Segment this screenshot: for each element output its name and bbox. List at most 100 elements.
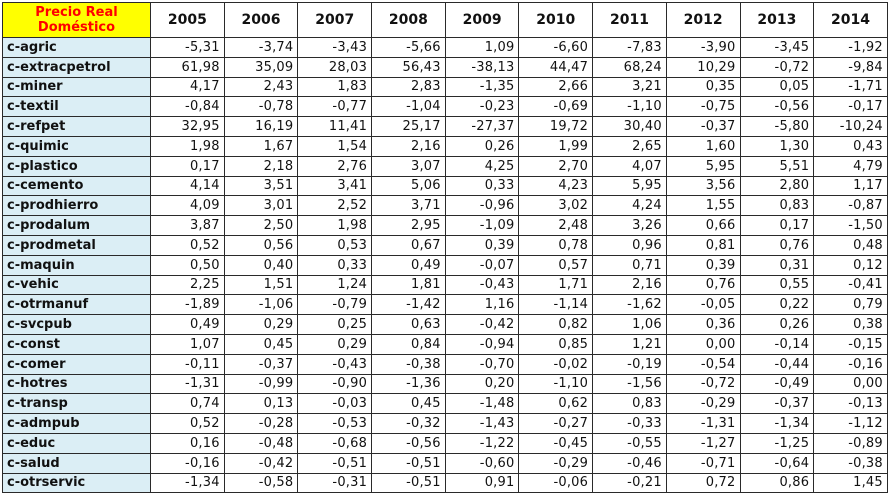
value-cell: -10,24 xyxy=(813,116,888,137)
value-cell: -0,58 xyxy=(223,472,299,493)
value-cell: -0,99 xyxy=(223,373,299,395)
value-cell: 0,83 xyxy=(592,393,667,415)
value-cell: 0,76 xyxy=(739,234,815,256)
row-label: c-admpub xyxy=(2,413,151,434)
value-cell: 0,36 xyxy=(665,314,741,335)
value-cell: 0,17 xyxy=(150,155,225,177)
year-header: 2013 xyxy=(739,2,815,38)
row-label: c-vehic xyxy=(2,274,151,296)
year-header: 2010 xyxy=(518,2,594,38)
year-header: 2014 xyxy=(813,2,888,38)
table-row: c-educ 0,16 -0,48 -0,68 -0,56 -1,22 -0,45 -0,55… xyxy=(2,432,888,454)
table-row: c-maquin 0,50 0,40 0,33 0,49 -0,07 0,57 0,71 0,3… xyxy=(2,254,888,276)
value-cell: -0,07 xyxy=(444,254,520,276)
value-cell: -0,28 xyxy=(223,413,299,434)
value-cell: 0,31 xyxy=(739,254,815,276)
value-cell: 0,74 xyxy=(150,393,225,415)
value-cell: 2,50 xyxy=(223,215,299,236)
value-cell: 32,95 xyxy=(150,116,225,137)
value-cell: 16,19 xyxy=(223,116,299,137)
value-cell: 0,81 xyxy=(665,234,741,256)
value-cell: 3,07 xyxy=(371,155,446,177)
row-label: c-miner xyxy=(2,76,151,98)
table-row: c-prodhierro 4,09 3,01 2,52 3,71 -0,96 3,02 4,2… xyxy=(2,195,888,217)
value-cell: -0,37 xyxy=(665,116,741,137)
value-cell: -0,43 xyxy=(297,353,373,375)
value-cell: 2,52 xyxy=(297,195,373,217)
value-cell: -1,14 xyxy=(518,294,594,316)
value-cell: -0,89 xyxy=(813,432,888,454)
year-header: 2008 xyxy=(371,2,446,38)
value-cell: 10,29 xyxy=(665,56,741,78)
value-cell: -0,11 xyxy=(150,353,225,375)
value-cell: 2,25 xyxy=(150,274,225,296)
value-cell: 0,38 xyxy=(813,314,888,335)
value-cell: 0,40 xyxy=(223,254,299,276)
value-cell: -1,27 xyxy=(665,432,741,454)
value-cell: 1,21 xyxy=(592,333,667,355)
value-cell: 5,95 xyxy=(665,155,741,177)
value-cell: -0,56 xyxy=(371,432,446,454)
value-cell: -0,42 xyxy=(444,314,520,335)
value-cell: 0,35 xyxy=(665,76,741,98)
table-row: c-prodmetal 0,52 0,56 0,53 0,67 0,39 0,78 0,96 0… xyxy=(2,234,888,256)
row-label: c-maquin xyxy=(2,254,151,276)
value-cell: -0,78 xyxy=(223,96,299,118)
table-row: c-otrservic -1,34 -0,58 -0,31 -0,51 0,91 -0,06… xyxy=(2,472,888,493)
value-cell: 3,01 xyxy=(223,195,299,217)
value-cell: -3,43 xyxy=(297,37,373,58)
table-body: c-agric -5,31 -3,74 -3,43 -5,66 1,09 -6,60 -7,8… xyxy=(2,37,888,493)
table-row: c-prodalum 3,87 2,50 1,98 2,95 -1,09 2,48 3,26 0… xyxy=(2,215,888,236)
table-row: c-extracpetrol 61,98 35,09 28,03 56,43 -38,13… xyxy=(2,56,888,78)
row-label: c-otrservic xyxy=(2,472,151,493)
value-cell: 0,29 xyxy=(297,333,373,355)
value-cell: -0,55 xyxy=(592,432,667,454)
value-cell: 2,76 xyxy=(297,155,373,177)
value-cell: 0,39 xyxy=(665,254,741,276)
value-cell: -0,64 xyxy=(739,452,815,474)
header-row: Precio Real Doméstico 2005 2006 2007 2008 20… xyxy=(2,2,888,38)
value-cell: 19,72 xyxy=(518,116,594,137)
value-cell: -0,21 xyxy=(592,472,667,493)
value-cell: -0,06 xyxy=(518,472,594,493)
value-cell: 1,51 xyxy=(223,274,299,296)
value-cell: -1,42 xyxy=(371,294,446,316)
value-cell: -9,84 xyxy=(813,56,888,78)
value-cell: -1,22 xyxy=(444,432,520,454)
value-cell: -0,72 xyxy=(739,56,815,78)
value-cell: 1,98 xyxy=(150,135,225,157)
value-cell: -3,90 xyxy=(665,37,741,58)
value-cell: -1,36 xyxy=(371,373,446,395)
value-cell: -0,37 xyxy=(739,393,815,415)
value-cell: 0,13 xyxy=(223,393,299,415)
year-header: 2012 xyxy=(665,2,741,38)
value-cell: -0,71 xyxy=(665,452,741,474)
value-cell: -0,38 xyxy=(813,452,888,474)
value-cell: 35,09 xyxy=(223,56,299,78)
year-header: 2005 xyxy=(150,2,225,38)
value-cell: 5,95 xyxy=(592,175,667,197)
value-cell: 1,71 xyxy=(518,274,594,296)
value-cell: -0,38 xyxy=(371,353,446,375)
value-cell: 1,54 xyxy=(297,135,373,157)
value-cell: -0,05 xyxy=(665,294,741,316)
year-header: 2006 xyxy=(223,2,299,38)
value-cell: -0,51 xyxy=(371,452,446,474)
value-cell: 0,00 xyxy=(665,333,741,355)
value-cell: 2,48 xyxy=(518,215,594,236)
row-label: c-hotres xyxy=(2,373,151,395)
value-cell: -5,31 xyxy=(150,37,225,58)
value-cell: -1,50 xyxy=(813,215,888,236)
value-cell: -0,53 xyxy=(297,413,373,434)
value-cell: 1,83 xyxy=(297,76,373,98)
value-cell: -0,77 xyxy=(297,96,373,118)
value-cell: -1,10 xyxy=(518,373,594,395)
value-cell: 1,09 xyxy=(444,37,520,58)
value-cell: 3,87 xyxy=(150,215,225,236)
table-row: c-agric -5,31 -3,74 -3,43 -5,66 1,09 -6,60 -7,8… xyxy=(2,37,888,58)
value-cell: -1,10 xyxy=(592,96,667,118)
value-cell: 2,43 xyxy=(223,76,299,98)
value-cell: 2,18 xyxy=(223,155,299,177)
value-cell: 0,91 xyxy=(444,472,520,493)
